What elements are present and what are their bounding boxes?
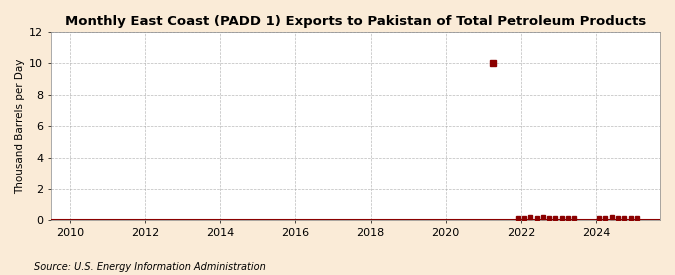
Y-axis label: Thousand Barrels per Day: Thousand Barrels per Day xyxy=(15,59,25,194)
Text: Source: U.S. Energy Information Administration: Source: U.S. Energy Information Administ… xyxy=(34,262,265,272)
Title: Monthly East Coast (PADD 1) Exports to Pakistan of Total Petroleum Products: Monthly East Coast (PADD 1) Exports to P… xyxy=(65,15,646,28)
